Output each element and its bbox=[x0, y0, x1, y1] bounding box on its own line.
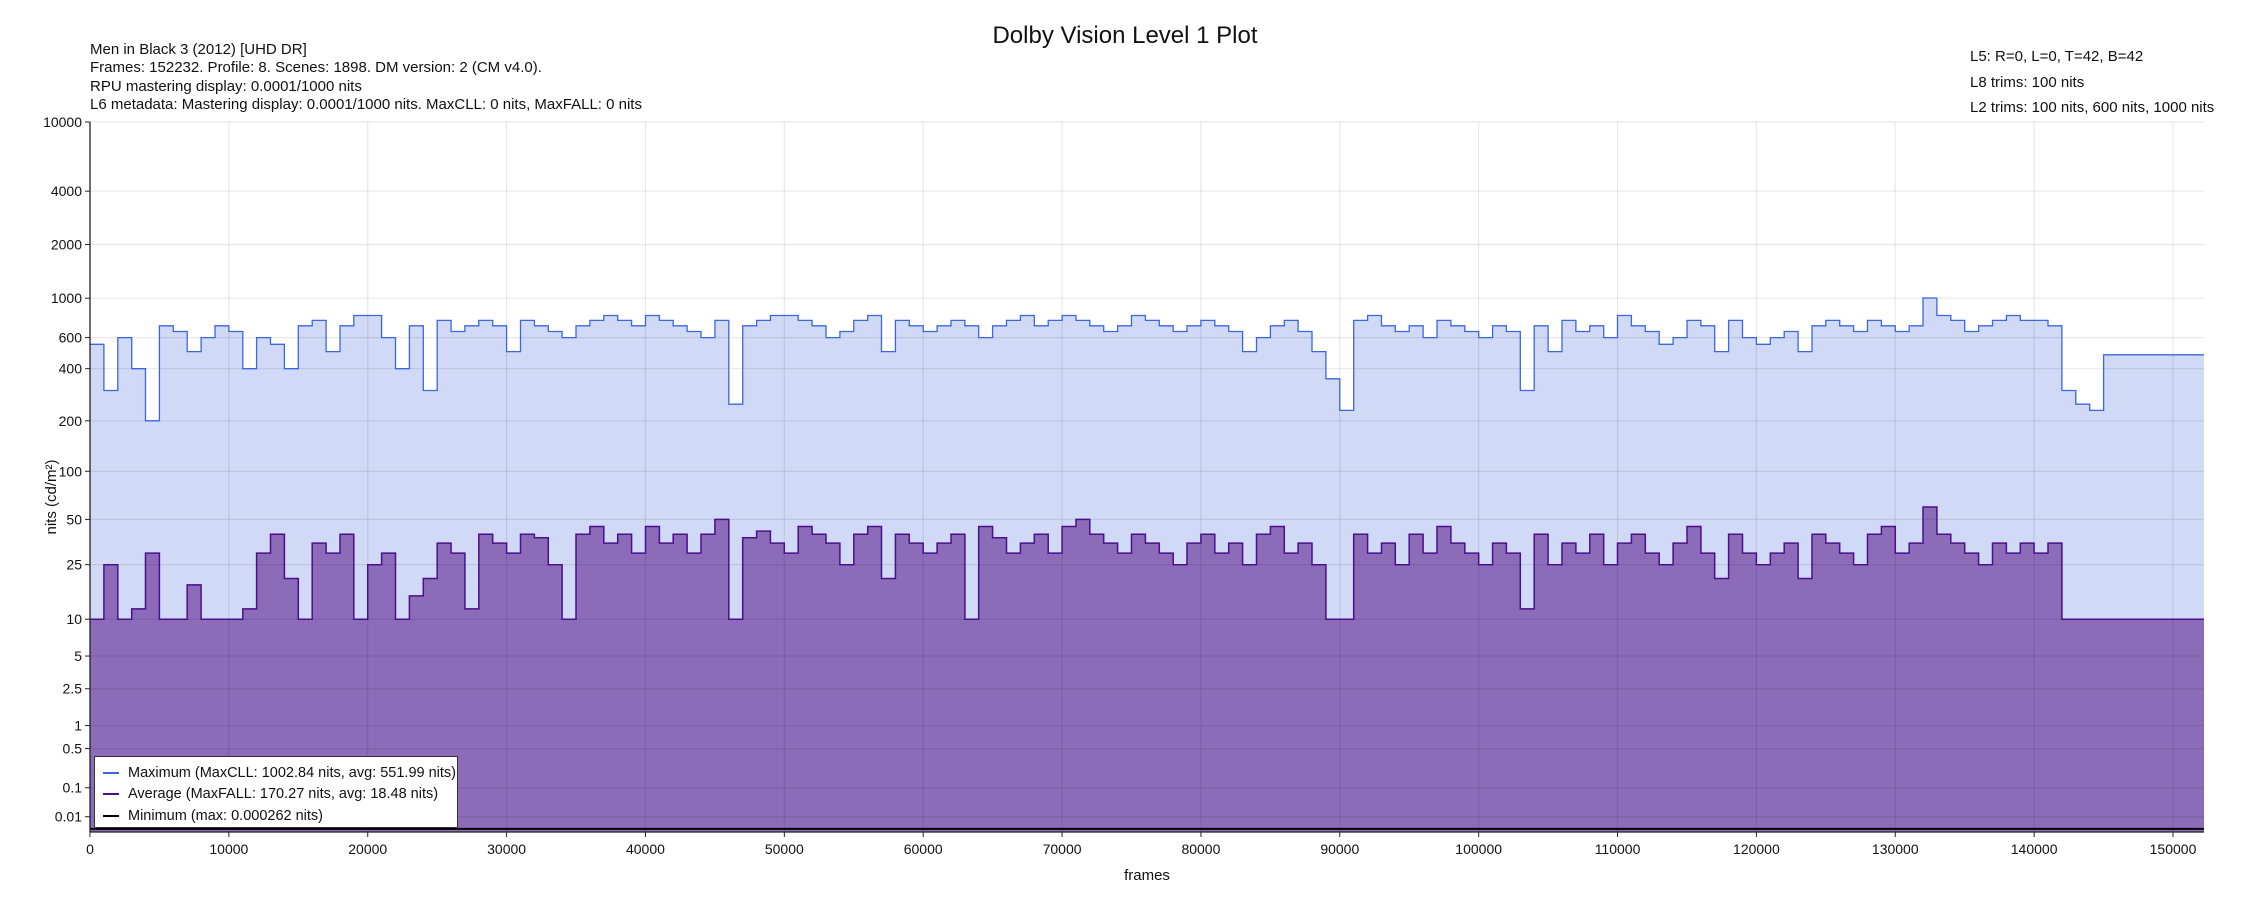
x-tick-label: 70000 bbox=[1043, 841, 1082, 857]
y-tick-label: 10 bbox=[66, 611, 82, 627]
legend-item-minimum: Minimum (max: 0.000262 nits) bbox=[95, 805, 457, 827]
x-tick-label: 10000 bbox=[209, 841, 248, 857]
x-tick-label: 140000 bbox=[2011, 841, 2058, 857]
info-line: L8 trims: 100 nits bbox=[1970, 73, 2085, 91]
y-tick-label: 4000 bbox=[51, 183, 82, 199]
average-area bbox=[90, 507, 2204, 832]
y-tick-label: 400 bbox=[59, 361, 83, 377]
legend-item-average: Average (MaxFALL: 170.27 nits, avg: 18.4… bbox=[95, 784, 457, 806]
y-tick-label: 2.5 bbox=[63, 681, 83, 697]
y-tick-label: 5 bbox=[74, 648, 82, 664]
info-line: RPU mastering display: 0.0001/1000 nits bbox=[90, 77, 362, 95]
info-line: L5: R=0, L=0, T=42, B=42 bbox=[1970, 48, 2144, 65]
legend-label: Minimum (max: 0.000262 nits) bbox=[128, 807, 324, 824]
y-tick-label: 0.01 bbox=[55, 809, 82, 825]
metadata-info-right: L5: R=0, L=0, T=42, B=42 L8 trims: 100 n… bbox=[1970, 44, 2214, 121]
x-tick-label: 90000 bbox=[1320, 841, 1359, 857]
x-tick-label: 30000 bbox=[487, 841, 526, 857]
x-tick-label: 20000 bbox=[348, 841, 387, 857]
x-tick-label: 50000 bbox=[765, 841, 804, 857]
info-line: L2 trims: 100 nits, 600 nits, 1000 nits bbox=[1970, 99, 2215, 116]
x-tick-label: 120000 bbox=[1733, 841, 1780, 857]
y-tick-label: 100 bbox=[59, 463, 83, 479]
chart-title: Dolby Vision Level 1 Plot bbox=[992, 22, 1258, 49]
y-tick-label: 0.5 bbox=[63, 741, 83, 757]
y-tick-label: 1000 bbox=[51, 290, 82, 306]
info-line: Frames: 152232. Profile: 8. Scenes: 1898… bbox=[90, 59, 542, 77]
x-tick-label: 110000 bbox=[1595, 841, 1641, 857]
legend-label: Maximum (MaxCLL: 1002.84 nits, avg: 551.… bbox=[128, 764, 457, 781]
legend-label: Average (MaxFALL: 170.27 nits, avg: 18.4… bbox=[128, 786, 439, 803]
x-tick-label: 130000 bbox=[1872, 841, 1919, 857]
x-axis-label: frames bbox=[1124, 867, 1170, 884]
metadata-info-left: Men in Black 3 (2012) [UHD DR] Frames: 1… bbox=[90, 41, 642, 114]
y-tick-label: 600 bbox=[59, 330, 83, 346]
legend-swatch-average bbox=[103, 793, 119, 796]
legend-swatch-maximum bbox=[103, 771, 119, 774]
y-tick-label: 2000 bbox=[51, 237, 82, 253]
legend: Maximum (MaxCLL: 1002.84 nits, avg: 551.… bbox=[94, 756, 458, 828]
legend-item-maximum: Maximum (MaxCLL: 1002.84 nits, avg: 551.… bbox=[95, 762, 457, 784]
legend-swatch-minimum bbox=[103, 814, 119, 817]
x-tick-label: 60000 bbox=[904, 841, 943, 857]
y-tick-label: 1 bbox=[74, 718, 82, 734]
x-tick-label: 80000 bbox=[1181, 841, 1220, 857]
y-axis-label: nits (cd/m²) bbox=[43, 459, 60, 534]
y-tick-label: 25 bbox=[66, 557, 82, 573]
y-tick-label: 0.1 bbox=[63, 780, 83, 796]
x-tick-label: 0 bbox=[86, 841, 94, 857]
y-tick-label: 10000 bbox=[43, 114, 82, 130]
average-line bbox=[90, 506, 2204, 620]
x-tick-label: 40000 bbox=[626, 841, 665, 857]
y-tick-label: 200 bbox=[59, 413, 83, 429]
maximum-line bbox=[90, 297, 2204, 422]
x-tick-label: 100000 bbox=[1455, 841, 1502, 857]
info-line: Men in Black 3 (2012) [UHD DR] bbox=[90, 41, 307, 58]
x-tick-label: 150000 bbox=[2150, 841, 2197, 857]
y-tick-label: 50 bbox=[66, 511, 82, 527]
info-line: L6 metadata: Mastering display: 0.0001/1… bbox=[90, 95, 642, 113]
